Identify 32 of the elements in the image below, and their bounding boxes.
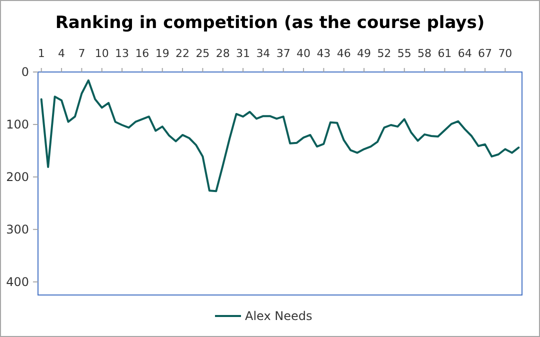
x-tick-label: 10 xyxy=(94,47,109,60)
x-tick-label: 1 xyxy=(38,47,45,60)
x-tick-label: 67 xyxy=(478,47,492,60)
y-tick-label: 300 xyxy=(6,222,29,237)
x-tick-label: 19 xyxy=(155,47,170,60)
x-tick-label: 52 xyxy=(377,47,392,60)
x-tick-label: 37 xyxy=(276,47,290,60)
y-tick-label: 0 xyxy=(21,65,29,80)
x-tick-label: 4 xyxy=(58,47,66,60)
x-tick-label: 16 xyxy=(135,47,150,60)
chart-title: Ranking in competition (as the course plays) xyxy=(55,13,485,33)
x-tick-label: 25 xyxy=(196,47,210,60)
x-tick-label: 28 xyxy=(216,47,230,60)
x-tick-label: 46 xyxy=(336,47,351,60)
x-tick-label: 13 xyxy=(115,47,130,60)
x-tick-label: 64 xyxy=(458,47,472,60)
x-tick-label: 55 xyxy=(397,47,412,60)
x-tick-label: 49 xyxy=(357,47,372,60)
x-tick-label: 70 xyxy=(498,47,512,60)
line-series xyxy=(40,79,520,192)
x-tick-label: 58 xyxy=(418,47,432,60)
x-tick-label: 43 xyxy=(316,47,331,60)
legend-label: Alex Needs xyxy=(245,309,312,324)
y-tick-label: 100 xyxy=(6,118,29,132)
x-tick-label: 7 xyxy=(78,47,86,60)
x-tick-label: 31 xyxy=(236,47,250,60)
x-tick-label: 22 xyxy=(176,47,190,60)
y-tick-label: 200 xyxy=(6,170,29,184)
y-tick-label: 400 xyxy=(6,275,29,290)
x-tick-label: 34 xyxy=(256,47,270,60)
x-tick-label: 40 xyxy=(296,47,311,60)
x-tick-label: 61 xyxy=(438,47,452,60)
